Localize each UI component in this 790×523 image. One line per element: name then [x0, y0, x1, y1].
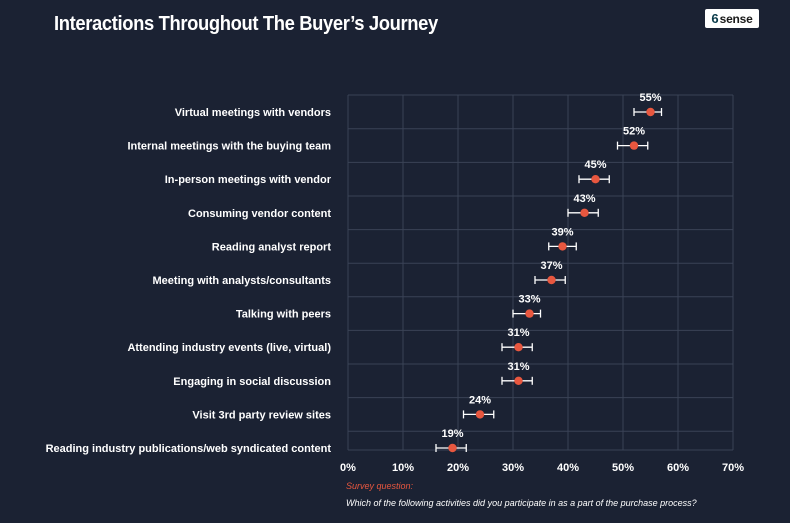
data-point: [547, 275, 556, 285]
x-tick-label: 60%: [667, 462, 689, 474]
category-label: Consuming vendor content: [188, 208, 331, 220]
x-tick-label: 40%: [557, 462, 579, 474]
category-label: Internal meetings with the buying team: [127, 141, 331, 153]
data-point: [475, 410, 485, 419]
data-point: [629, 141, 639, 150]
category-label: Engaging in social discussion: [173, 376, 331, 388]
category-label: Reading industry publications/web syndic…: [46, 443, 332, 455]
data-point: [580, 208, 589, 217]
x-tick-label: 10%: [392, 462, 414, 474]
data-point: [514, 376, 523, 385]
x-tick-label: 30%: [502, 462, 524, 474]
data-label: 24%: [469, 394, 491, 406]
logo: 6 sense: [705, 9, 759, 28]
category-label: Attending industry events (live, virtual…: [127, 342, 331, 354]
data-point: [525, 309, 534, 318]
category-label: Meeting with analysts/consultants: [153, 275, 331, 287]
logo-text: sense: [719, 11, 753, 26]
data-label: 19%: [441, 428, 463, 440]
logo-mark-icon: 6: [711, 11, 719, 26]
data-point: [558, 242, 567, 251]
category-label: Virtual meetings with vendors: [175, 107, 331, 119]
data-label: 43%: [573, 193, 595, 205]
x-tick-label: 0%: [340, 462, 356, 474]
category-label: In-person meetings with vendor: [165, 174, 332, 186]
data-label: 33%: [518, 294, 540, 306]
data-label: 31%: [507, 327, 529, 339]
data-point: [448, 443, 457, 453]
data-label: 52%: [623, 126, 645, 138]
category-label: Visit 3rd party review sites: [192, 409, 331, 421]
category-label: Talking with peers: [236, 309, 331, 321]
chart-title: Interactions Throughout The Buyer’s Jour…: [54, 13, 438, 35]
x-tick-label: 70%: [722, 462, 744, 474]
survey-question-label: Survey question:: [346, 481, 414, 491]
data-label: 45%: [584, 159, 606, 171]
x-tick-label: 50%: [612, 462, 634, 474]
x-tick-label: 20%: [447, 462, 469, 474]
data-point: [514, 343, 523, 352]
data-label: 37%: [540, 260, 562, 272]
data-label: 31%: [507, 361, 529, 373]
data-label: 55%: [639, 92, 661, 104]
data-point: [646, 107, 655, 117]
survey-question-text: Which of the following activities did yo…: [346, 498, 697, 508]
data-point: [591, 175, 600, 184]
category-label: Reading analyst report: [212, 241, 332, 253]
data-label: 39%: [551, 226, 573, 238]
